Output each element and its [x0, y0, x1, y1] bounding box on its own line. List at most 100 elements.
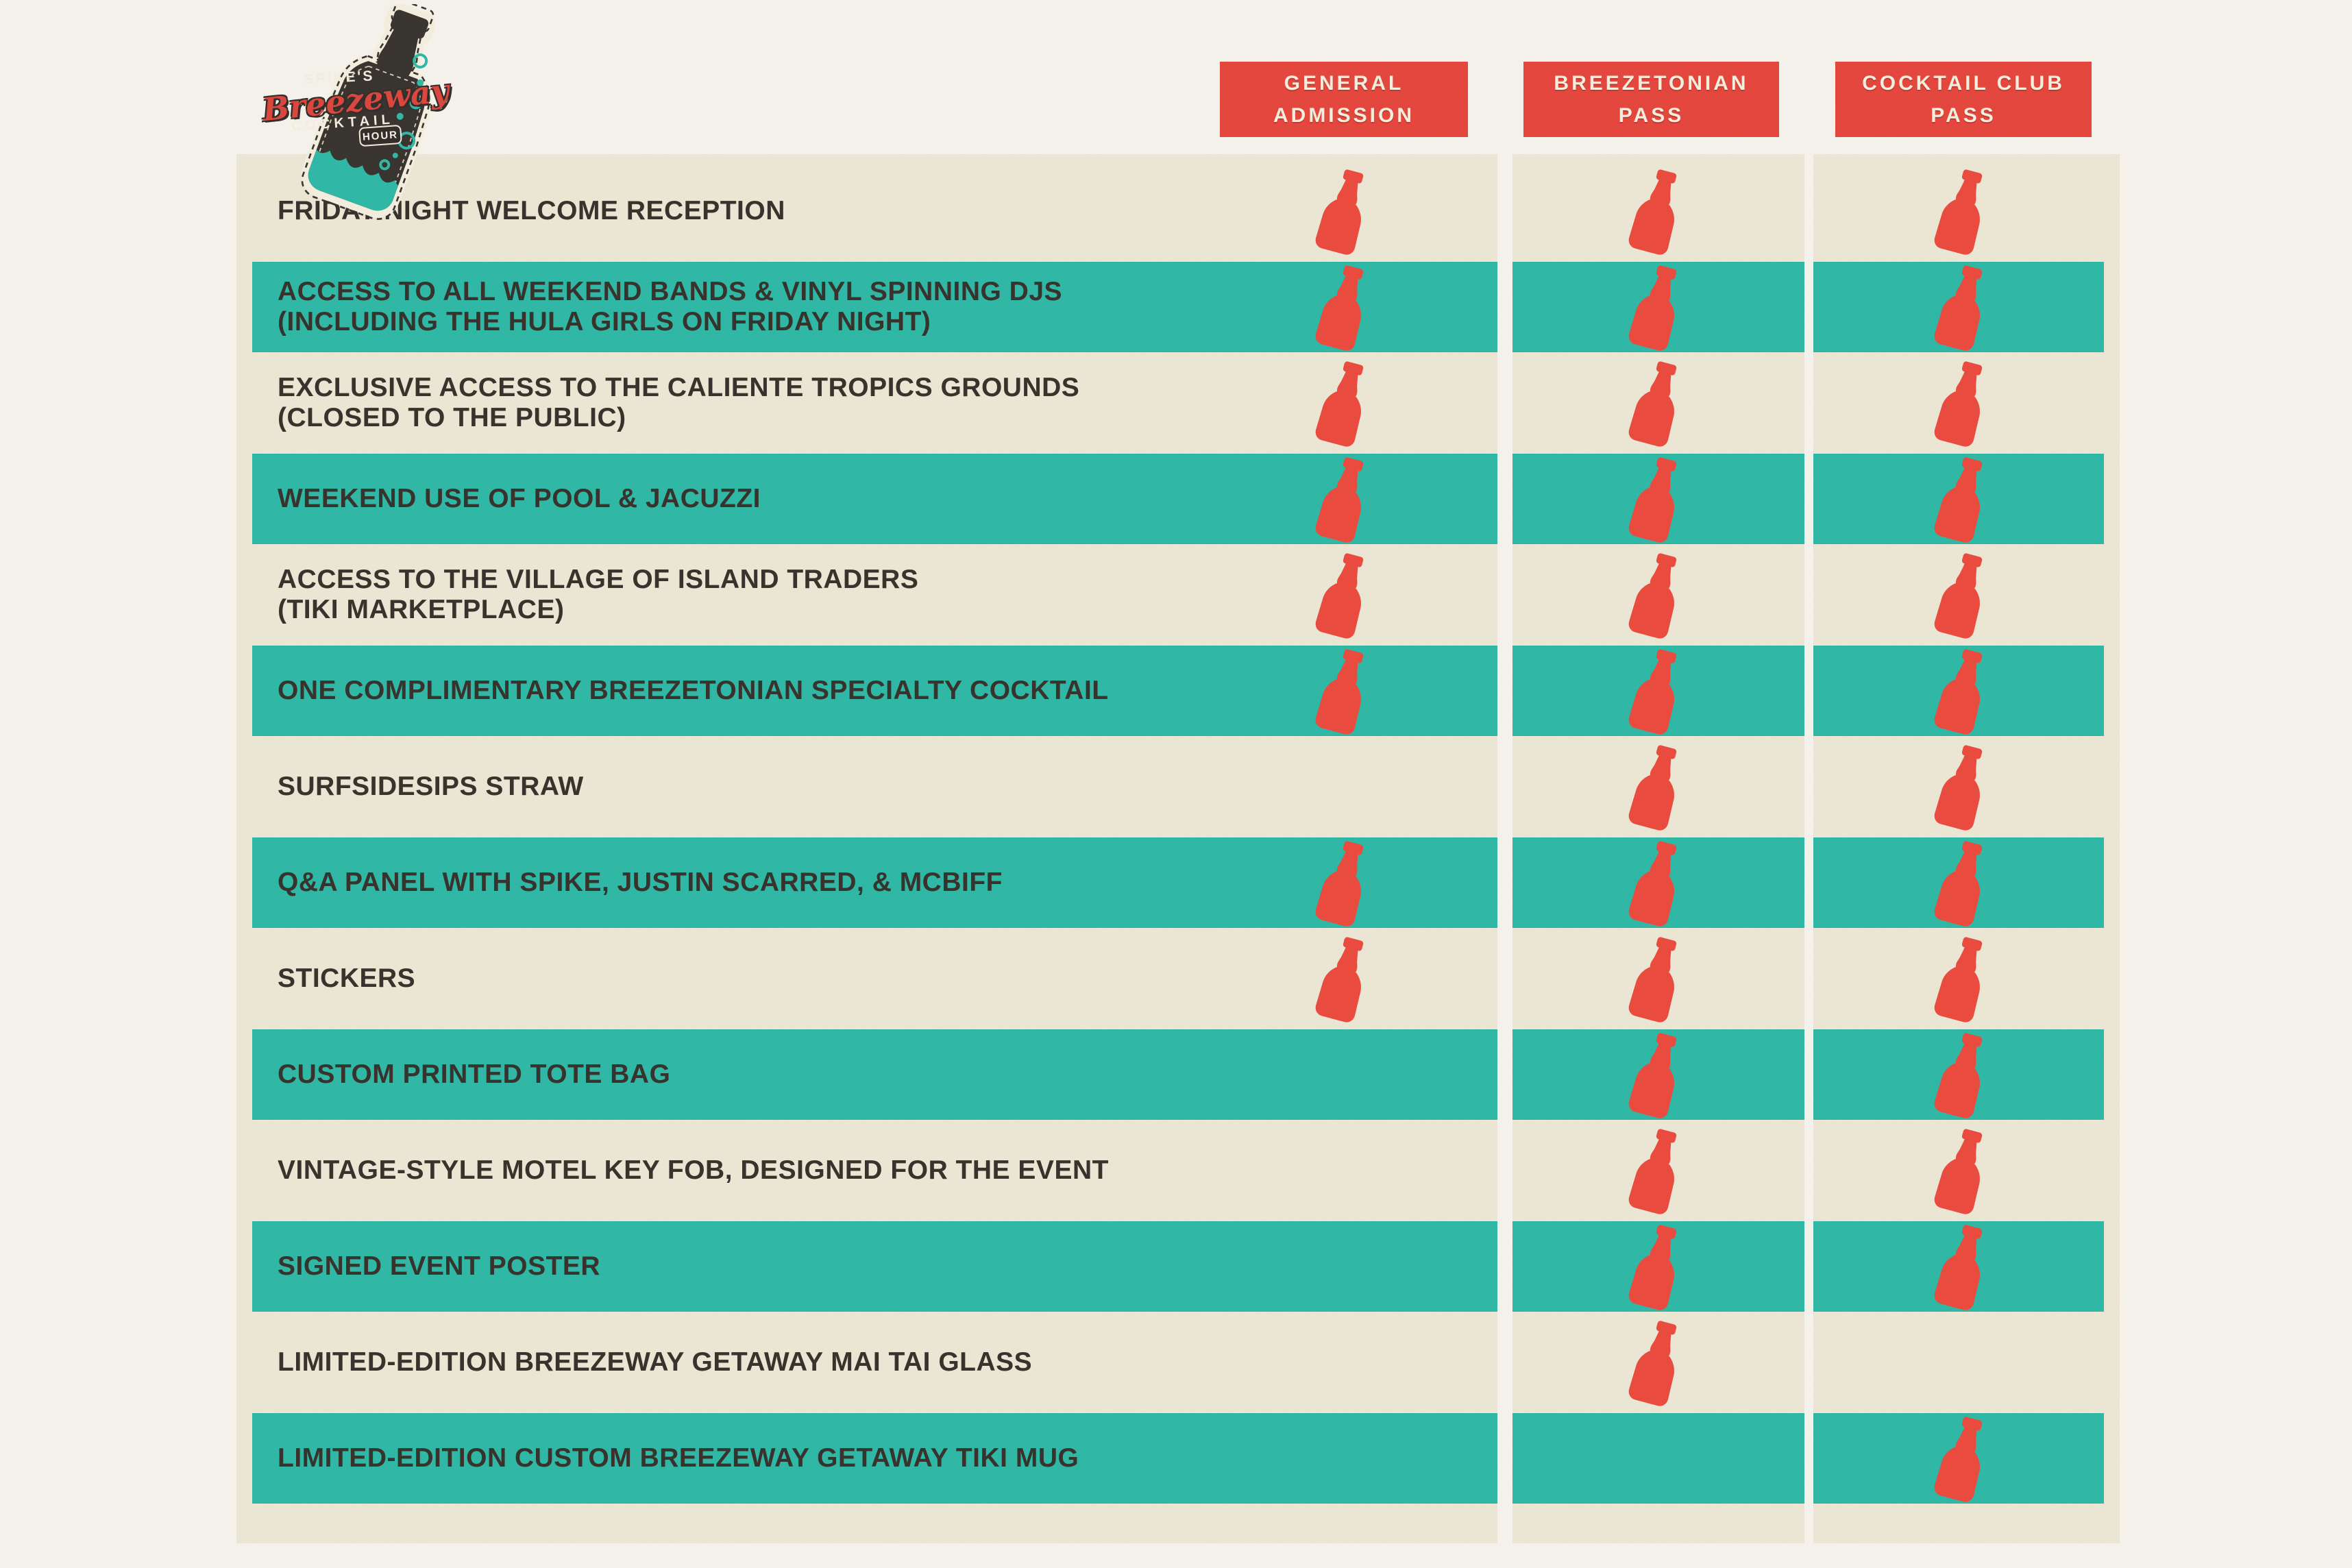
table-row: ONE COMPLIMENTARY BREEZETONIAN SPECIALTY… [0, 643, 2352, 739]
bottle-icon [1621, 260, 1692, 354]
benefit-cell-included [1937, 1033, 1988, 1116]
bottle-icon [1621, 1316, 1692, 1410]
benefit-cell-included [1632, 1321, 1682, 1404]
bottle-icon [1927, 1028, 1998, 1122]
benefit-cell-included [1319, 457, 1369, 541]
row-label: LIMITED-EDITION BREEZEWAY GETAWAY MAI TA… [278, 1314, 1032, 1410]
table-row: ACCESS TO ALL WEEKEND BANDS & VINYL SPIN… [0, 259, 2352, 355]
benefit-cell-included [1632, 553, 1682, 637]
row-label-line: SURFSIDESIPS STRAW [278, 772, 584, 801]
row-label-line: EXCLUSIVE ACCESS TO THE CALIENTE TROPICS… [278, 373, 1080, 402]
benefit-cell-included [1632, 1225, 1682, 1308]
row-label-line: STICKERS [278, 964, 416, 993]
benefit-cell-included [1937, 1417, 1988, 1500]
bottle-icon [1927, 740, 1998, 834]
bottle-icon [1308, 836, 1379, 930]
row-label: WEEKEND USE OF POOL & JACUZZI [278, 451, 761, 547]
column-header-general-admission: GENERAL ADMISSION [1220, 62, 1468, 137]
benefit-cell-included [1937, 1225, 1988, 1308]
bottle-icon [1927, 1412, 1998, 1506]
row-label: SURFSIDESIPS STRAW [278, 739, 584, 835]
row-label: ACCESS TO THE VILLAGE OF ISLAND TRADERS(… [278, 547, 918, 643]
benefit-cell-empty [1319, 1417, 1369, 1500]
row-label: VINTAGE-STYLE MOTEL KEY FOB, DESIGNED FO… [278, 1123, 1109, 1218]
benefit-cell-included [1319, 169, 1369, 253]
benefit-cell-included [1319, 649, 1369, 733]
bottle-icon [1927, 644, 1998, 738]
benefit-cell-included [1937, 265, 1988, 349]
benefit-cell-included [1319, 265, 1369, 349]
table-row: VINTAGE-STYLE MOTEL KEY FOB, DESIGNED FO… [0, 1123, 2352, 1218]
bottle-icon [1927, 356, 1998, 450]
bottle-icon [1927, 1124, 1998, 1218]
benefit-cell-empty [1319, 1129, 1369, 1212]
benefit-cell-included [1632, 361, 1682, 445]
bottle-icon [1308, 356, 1379, 450]
benefit-cell-included [1632, 1129, 1682, 1212]
benefit-cell-included [1632, 169, 1682, 253]
bottle-icon [1308, 164, 1379, 258]
row-label-line: Q&A PANEL WITH SPIKE, JUSTIN SCARRED, & … [278, 868, 1003, 897]
bottle-icon [1308, 260, 1379, 354]
table-row: LIMITED-EDITION BREEZEWAY GETAWAY MAI TA… [0, 1314, 2352, 1410]
row-label-line: ACCESS TO ALL WEEKEND BANDS & VINYL SPIN… [278, 277, 1063, 306]
row-label: SIGNED EVENT POSTER [278, 1218, 600, 1314]
benefit-cell-included [1937, 745, 1988, 829]
benefit-cell-empty [1319, 745, 1369, 829]
column-header-breezetonian-pass: BREEZETONIAN PASS [1523, 62, 1779, 137]
row-label-line: (INCLUDING THE HULA GIRLS ON FRIDAY NIGH… [278, 307, 931, 336]
table-row: SURFSIDESIPS STRAW [0, 739, 2352, 835]
row-label-line: ACCESS TO THE VILLAGE OF ISLAND TRADERS [278, 565, 919, 594]
benefit-cell-empty [1632, 1417, 1682, 1500]
bottle-icon [1621, 1028, 1692, 1122]
benefit-cell-included [1632, 937, 1682, 1020]
benefit-cell-included [1937, 841, 1988, 924]
benefit-cell-included [1319, 937, 1369, 1020]
benefit-cell-included [1632, 1033, 1682, 1116]
row-label-line: SIGNED EVENT POSTER [278, 1251, 601, 1281]
bottle-icon [1927, 260, 1998, 354]
row-label-line: LIMITED-EDITION BREEZEWAY GETAWAY MAI TA… [278, 1347, 1033, 1377]
row-label-line: WEEKEND USE OF POOL & JACUZZI [278, 484, 761, 513]
benefit-cell-included [1319, 553, 1369, 637]
benefit-cell-included [1937, 937, 1988, 1020]
row-label-line: VINTAGE-STYLE MOTEL KEY FOB, DESIGNED FO… [278, 1155, 1109, 1185]
benefit-cell-empty [1319, 1225, 1369, 1308]
bottle-icon [1621, 452, 1692, 546]
benefit-cell-included [1937, 457, 1988, 541]
bottle-icon [1308, 644, 1379, 738]
bottle-icon [1927, 164, 1998, 258]
benefit-cell-included [1319, 841, 1369, 924]
row-label: STICKERS [278, 931, 415, 1027]
logo-text-hour-badge: HOUR [358, 124, 402, 147]
bottle-icon [1927, 932, 1998, 1026]
event-logo: SPIKE'S Breezeway COCKTAIL HOUR [260, 4, 535, 230]
benefit-cell-included [1937, 169, 1988, 253]
bottle-icon [1621, 1124, 1692, 1218]
row-label: EXCLUSIVE ACCESS TO THE CALIENTE TROPICS… [278, 355, 1079, 451]
row-label-line: ONE COMPLIMENTARY BREEZETONIAN SPECIALTY… [278, 676, 1109, 705]
column-header-cocktail-club-pass: COCKTAIL CLUB PASS [1835, 62, 2092, 137]
row-label: CUSTOM PRINTED TOTE BAG [278, 1027, 670, 1123]
benefit-cell-empty [1937, 1321, 1988, 1404]
table-row: EXCLUSIVE ACCESS TO THE CALIENTE TROPICS… [0, 355, 2352, 451]
table-row: Q&A PANEL WITH SPIKE, JUSTIN SCARRED, & … [0, 835, 2352, 931]
bottle-icon [1621, 644, 1692, 738]
benefit-cell-included [1632, 745, 1682, 829]
row-label: LIMITED-EDITION CUSTOM BREEZEWAY GETAWAY… [278, 1410, 1079, 1506]
bottle-icon [1621, 164, 1692, 258]
row-label-line: LIMITED-EDITION CUSTOM BREEZEWAY GETAWAY… [278, 1443, 1079, 1473]
benefit-cell-included [1632, 265, 1682, 349]
row-label: Q&A PANEL WITH SPIKE, JUSTIN SCARRED, & … [278, 835, 1003, 931]
row-label-line: CUSTOM PRINTED TOTE BAG [278, 1059, 671, 1089]
bottle-icon [1621, 548, 1692, 642]
row-label-line: (CLOSED TO THE PUBLIC) [278, 403, 626, 432]
table-row: LIMITED-EDITION CUSTOM BREEZEWAY GETAWAY… [0, 1410, 2352, 1506]
bottle-icon [1927, 836, 1998, 930]
bottle-icon [1621, 740, 1692, 834]
benefit-cell-included [1937, 1129, 1988, 1212]
benefit-cell-included [1632, 649, 1682, 733]
benefit-cell-included [1937, 553, 1988, 637]
benefit-cell-included [1632, 457, 1682, 541]
row-label-line: (TIKI MARKETPLACE) [278, 595, 565, 624]
